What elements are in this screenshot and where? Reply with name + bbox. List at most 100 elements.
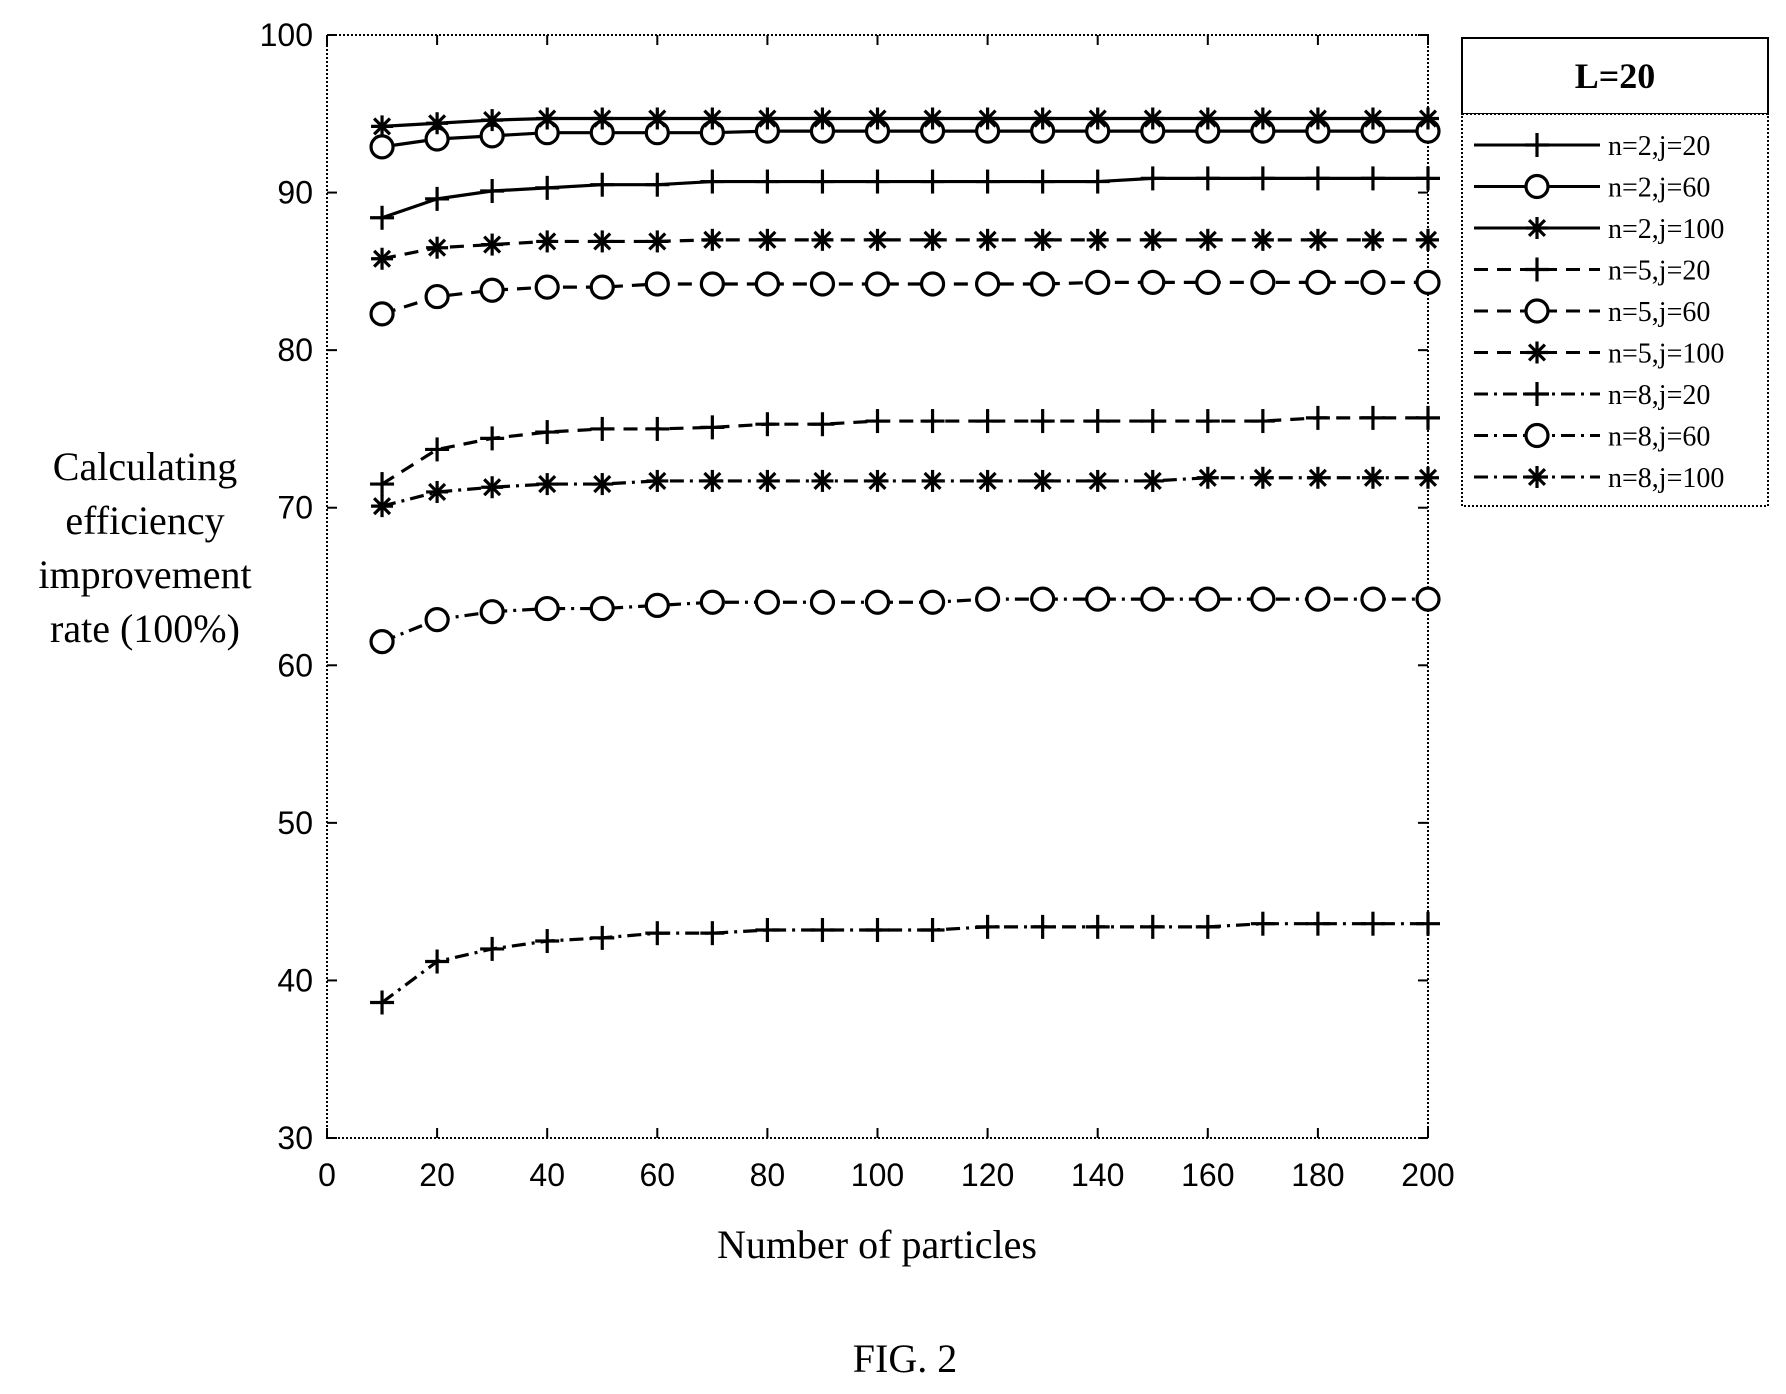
data-point [976,107,999,130]
data-point [646,469,669,492]
marker-circle [424,283,450,310]
marker-circle [699,271,725,297]
data-point [1085,169,1110,194]
marker-star-d2 [813,230,832,249]
data-point [1140,166,1165,191]
y-axis-label-line-1: Calculating [53,444,237,489]
data-point [370,990,395,1015]
data-point [920,409,945,434]
legend-entry-label: n=8,j=100 [1608,463,1724,494]
data-point [1360,586,1386,612]
legend-entry: n=5,j=20 [1474,256,1710,287]
legend-marker-sample [1525,257,1549,282]
series-n=5,j=100 [371,228,1439,270]
marker-star-d2 [703,471,722,490]
data-point [1030,409,1055,434]
x-axis-label: Number of particles [717,1222,1037,1267]
marker-star-d2 [1143,109,1162,128]
data-point [976,469,999,492]
marker-circle [1524,173,1550,200]
data-point [920,169,945,194]
data-point [1305,586,1331,612]
legend-entry-label: n=5,j=60 [1608,297,1710,328]
legend-entry: n=5,j=100 [1474,339,1724,370]
marker-star-d2 [483,111,502,130]
data-point [535,929,560,954]
marker-star-d2 [1143,471,1162,490]
series-n=8,j=60 [369,586,1441,655]
marker-star-d2 [1418,109,1438,128]
data-point [425,437,450,462]
marker-circle [809,589,836,615]
marker-circle [1195,586,1221,612]
marker-circle [754,271,781,297]
data-point [1416,911,1440,936]
data-point [481,476,504,499]
data-point [481,109,504,132]
marker-star-d2 [1308,468,1327,487]
data-point [701,228,724,251]
data-point [754,271,781,297]
marker-circle [974,271,1001,297]
marker-star-d2 [1033,109,1052,128]
marker-circle [1415,586,1441,612]
marker-circle [1250,269,1276,295]
marker-circle [809,271,836,297]
data-point [644,271,670,297]
data-point [536,230,559,253]
marker-star-d2 [813,109,832,128]
data-point [1250,409,1275,434]
data-point [700,921,725,946]
data-point [975,169,1000,194]
marker-star-d2 [372,497,392,516]
data-point [1195,586,1221,612]
data-point [1251,228,1274,251]
legend-entry-label: n=2,j=20 [1608,131,1710,162]
marker-star-d2 [1418,230,1438,249]
legend-marker-sample [1524,422,1550,449]
marker-star-d2 [1363,230,1383,249]
data-point [1251,466,1274,489]
data-point [1416,405,1440,430]
marker-circle [974,586,1001,612]
figure-caption: FIG. 2 [853,1336,957,1381]
data-point [974,271,1001,297]
data-point [1141,107,1164,130]
x-tick-label: 200 [1401,1157,1454,1193]
legend-entry: n=2,j=60 [1474,173,1710,204]
data-point [1085,409,1110,434]
marker-star-d2 [372,249,392,268]
x-tick-label: 160 [1181,1157,1234,1193]
data-point [756,228,779,251]
data-point [866,107,889,130]
legend-entry-label: n=2,j=100 [1608,214,1724,245]
data-point [1305,911,1330,936]
data-point [809,271,836,297]
data-point [1196,107,1219,130]
marker-circle [534,274,560,300]
marker-circle [1360,269,1386,295]
legend-marker-sample [1525,133,1549,157]
data-point [1306,107,1329,130]
marker-star-d2 [648,109,667,128]
data-point [1361,466,1384,489]
data-point [755,412,780,437]
marker-star-d2 [1363,468,1383,487]
legend-entry-label: n=5,j=20 [1608,256,1710,287]
marker-star-d2 [1198,468,1217,487]
x-tick-label: 120 [961,1157,1014,1193]
y-tick-label: 30 [277,1120,313,1156]
legend-entry: n=2,j=100 [1474,214,1724,245]
data-point [645,172,670,197]
legend-entry-label: n=8,j=60 [1608,422,1710,453]
data-point [1417,107,1439,130]
data-point [534,274,560,300]
data-point [1031,228,1054,251]
data-point [921,107,944,130]
data-point [1305,405,1330,430]
marker-circle [699,589,725,615]
data-point [1250,269,1276,295]
data-point [864,589,891,615]
marker-star-d2 [868,109,887,128]
data-point [369,629,395,655]
